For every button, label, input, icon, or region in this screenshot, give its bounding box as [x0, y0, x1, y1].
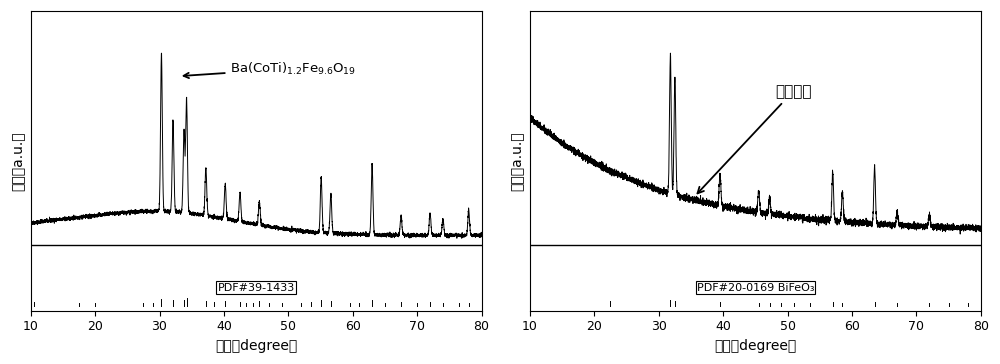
- Text: PDF#39-1433: PDF#39-1433: [218, 282, 295, 293]
- X-axis label: 角度（degree）: 角度（degree）: [714, 339, 797, 353]
- X-axis label: 角度（degree）: 角度（degree）: [215, 339, 297, 353]
- Text: $\mathrm{Ba(CoTi)_{1.2}Fe_{9.6}O_{19}}$: $\mathrm{Ba(CoTi)_{1.2}Fe_{9.6}O_{19}}$: [184, 60, 356, 78]
- Text: 吸波器件: 吸波器件: [698, 84, 811, 193]
- Text: PDF#20-0169 BiFeO₃: PDF#20-0169 BiFeO₃: [697, 282, 814, 293]
- Y-axis label: 强度（a.u.）: 强度（a.u.）: [510, 131, 524, 191]
- Y-axis label: 强度（a.u.）: 强度（a.u.）: [11, 131, 25, 191]
